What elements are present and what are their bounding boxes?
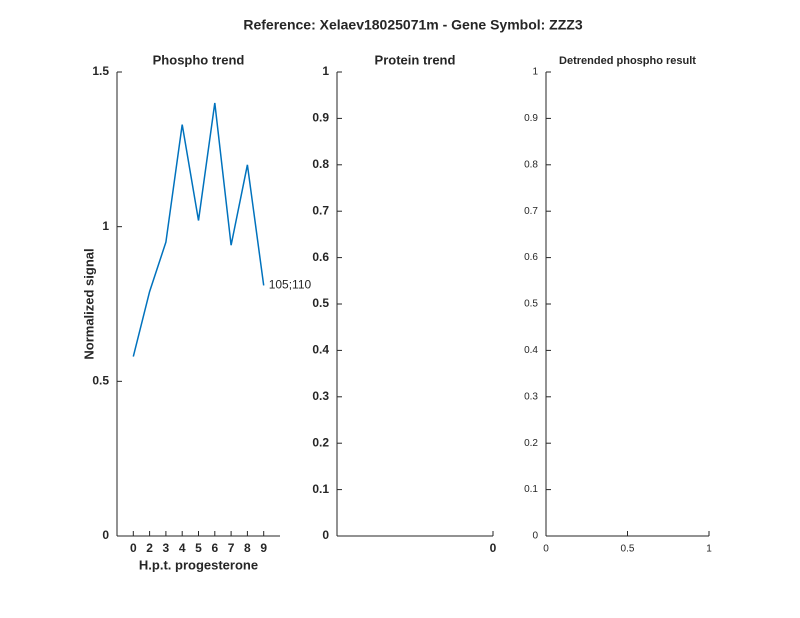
x-tick-label: 4 <box>179 541 186 555</box>
axes-title: Protein trend <box>375 52 456 67</box>
x-tick-label: 0 <box>490 541 497 555</box>
y-tick-label: 1 <box>532 67 538 78</box>
axes-title: Detrended phospho result <box>559 55 696 67</box>
y-tick-label: 0.5 <box>312 296 329 310</box>
y-tick-label: 0.4 <box>312 343 329 357</box>
y-tick-label: 0.8 <box>524 159 538 170</box>
x-tick-label: 0 <box>130 541 137 555</box>
y-tick-label: 1 <box>322 64 329 78</box>
y-tick-label: 0 <box>532 531 538 542</box>
x-tick-label: 0 <box>543 544 549 555</box>
x-tick-label: 0.5 <box>621 544 635 555</box>
y-tick-label: 0.2 <box>312 435 329 449</box>
y-tick-label: 0.7 <box>524 206 538 217</box>
y-tick-label: 0 <box>102 528 109 542</box>
x-tick-label: 2 <box>146 541 153 555</box>
y-tick-label: 0.5 <box>92 374 109 388</box>
y-tick-label: 0.8 <box>312 157 329 171</box>
x-tick-label: 3 <box>163 541 170 555</box>
y-tick-label: 0.5 <box>524 299 538 310</box>
x-tick-label: 9 <box>260 541 267 555</box>
y-tick-label: 0.1 <box>312 482 329 496</box>
y-tick-label: 1.5 <box>92 64 109 78</box>
line-label: 105;110 <box>269 278 312 292</box>
y-tick-label: 0.2 <box>524 438 538 449</box>
x-tick-label: 8 <box>244 541 251 555</box>
x-tick-label: 6 <box>211 541 218 555</box>
y-tick-label: 0.7 <box>312 203 329 217</box>
y-tick-label: 0.9 <box>312 111 329 125</box>
y-tick-label: 0.3 <box>312 389 329 403</box>
y-tick-label: 1 <box>102 219 109 233</box>
x-tick-label: 7 <box>228 541 235 555</box>
y-axis-label: Normalized signal <box>81 248 96 359</box>
y-tick-label: 0.6 <box>312 250 329 264</box>
y-tick-label: 0.9 <box>524 113 538 124</box>
y-tick-label: 0.3 <box>524 391 538 402</box>
x-axis-label: H.p.t. progesterone <box>139 557 258 572</box>
y-tick-label: 0.4 <box>524 345 538 356</box>
y-tick-label: 0.6 <box>524 252 538 263</box>
x-tick-label: 1 <box>706 544 712 555</box>
y-tick-label: 0 <box>322 528 329 542</box>
figure-title: Reference: Xelaev18025071m - Gene Symbol… <box>243 17 582 33</box>
x-tick-label: 5 <box>195 541 202 555</box>
axes-title: Phospho trend <box>153 52 245 67</box>
y-tick-label: 0.1 <box>524 484 538 495</box>
data-line <box>132 102 265 357</box>
